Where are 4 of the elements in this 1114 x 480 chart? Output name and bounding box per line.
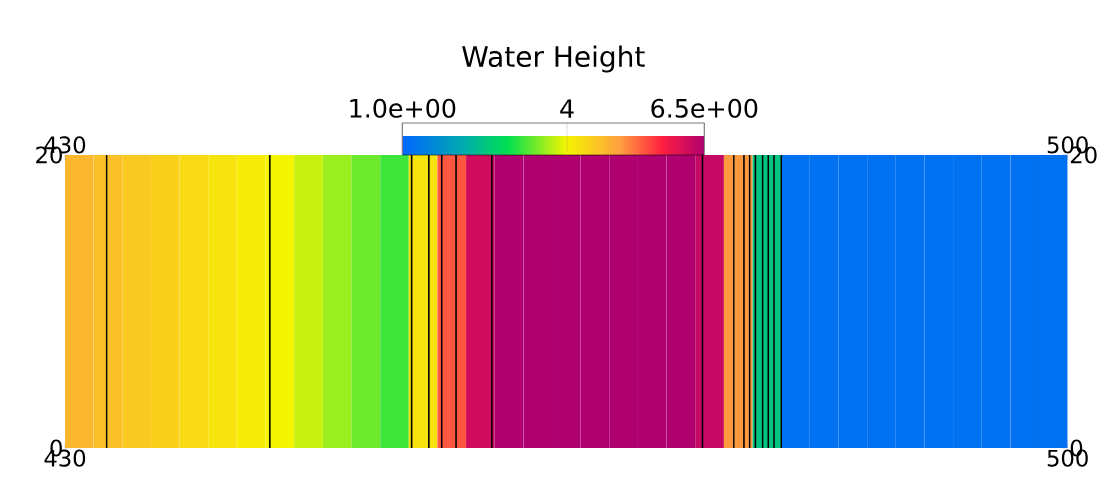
color-bar-label: 6.5e+00 <box>651 98 758 118</box>
color-bar-title: Water Height <box>462 45 645 73</box>
color-bar-label: 1.0e+00 <box>350 98 456 118</box>
color-bar-label: 4 <box>560 99 574 118</box>
